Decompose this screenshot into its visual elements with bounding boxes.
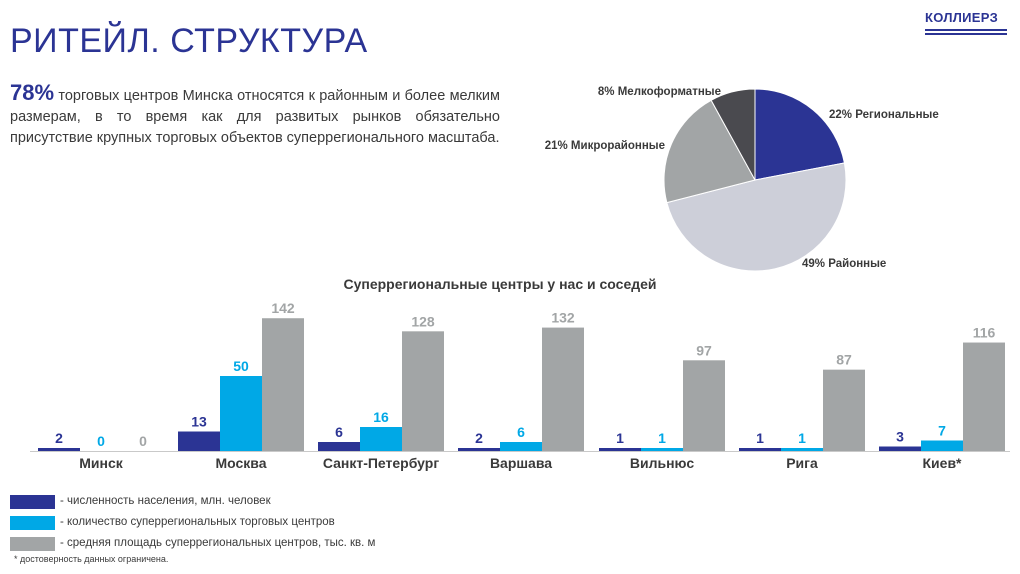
legend-swatch: [10, 495, 55, 509]
legend-label: - численность населения, млн. человек: [60, 495, 271, 507]
bar: [402, 331, 444, 451]
bar: [360, 427, 402, 451]
bar: [641, 448, 683, 451]
bar-value-label: 97: [696, 342, 712, 358]
bar-chart-title: Суперрегиональные центры у нас и соседей: [343, 276, 656, 292]
bar: [599, 448, 641, 451]
bar-value-label: 132: [551, 310, 575, 326]
bar: [178, 431, 220, 451]
pie-label: 22% Региональные: [829, 109, 939, 121]
bar-value-label: 0: [139, 433, 147, 449]
category-label: Москва: [215, 455, 266, 471]
intro-highlight: 78%: [10, 80, 55, 105]
bar: [318, 442, 360, 451]
bar: [38, 448, 80, 451]
bar: [823, 369, 865, 451]
category-label: Киев*: [923, 455, 963, 471]
bar: [220, 376, 262, 451]
bar-value-label: 50: [233, 358, 249, 374]
legend-swatch: [10, 537, 55, 551]
logo-bar: [925, 29, 1007, 31]
bar: [262, 318, 304, 451]
pie-slice: [754, 88, 845, 181]
category-label: Санкт-Петербург: [323, 455, 440, 471]
bar-value-label: 0: [97, 433, 105, 449]
bar-value-label: 1: [616, 430, 624, 446]
pie-slice: [666, 162, 847, 272]
bar: [500, 442, 542, 451]
category-label: Варшава: [490, 455, 552, 471]
bar-value-label: 2: [55, 430, 63, 446]
category-label: Вильнюс: [630, 455, 694, 471]
logo-text: КОЛЛИЕРЗ: [925, 10, 999, 25]
bar-value-label: 2: [475, 430, 483, 446]
bar-value-label: 6: [517, 424, 525, 440]
bar: [921, 440, 963, 451]
pie-slice: [663, 99, 756, 204]
legend-label: - количество суперрегиональных торговых …: [60, 516, 335, 528]
pie-slice: [710, 88, 756, 181]
bar-value-label: 116: [973, 325, 996, 341]
bar-value-label: 1: [798, 430, 806, 446]
bar-value-label: 3: [896, 429, 904, 445]
pie-label: 21% Микрорайонные: [545, 140, 665, 152]
bar-value-label: 13: [191, 414, 207, 430]
bar-value-label: 87: [836, 352, 852, 368]
bar-value-label: 128: [411, 313, 435, 329]
intro-text: торговых центров Минска относятся к райо…: [10, 88, 500, 146]
legend-label: - средняя площадь суперрегиональных цент…: [60, 537, 376, 549]
bar-value-label: 1: [756, 430, 764, 446]
bar: [963, 342, 1005, 451]
bar-value-label: 16: [373, 409, 389, 425]
bar-value-label: 6: [335, 424, 343, 440]
bar: [879, 446, 921, 451]
bar-value-label: 1: [658, 430, 666, 446]
bar-value-label: 142: [271, 300, 295, 316]
intro-paragraph: 78% торговых центров Минска относятся к …: [10, 82, 500, 149]
footnote: * достоверность данных ограничена.: [14, 554, 169, 564]
pie-label: 8% Мелкоформатные: [598, 86, 721, 98]
company-logo: КОЛЛИЕРЗ: [925, 8, 1007, 36]
bar: [739, 448, 781, 451]
category-label: Минск: [79, 455, 124, 471]
legend-swatch: [10, 516, 55, 530]
bar-chart: Суперрегиональные центры у нас и соседей…: [30, 276, 1010, 471]
pie-chart: 22% Региональные 49% Районные 21% Микрорай…: [545, 86, 939, 272]
bar: [683, 360, 725, 451]
bar-value-label: 7: [938, 423, 946, 439]
page-title: РИТЕЙЛ. СТРУКТУРА: [10, 22, 368, 60]
pie-label: 49% Районные: [802, 258, 886, 270]
category-label: Рига: [786, 455, 818, 471]
bar: [542, 327, 584, 451]
logo-bar: [925, 33, 1007, 35]
bar: [781, 448, 823, 451]
bar: [458, 448, 500, 451]
